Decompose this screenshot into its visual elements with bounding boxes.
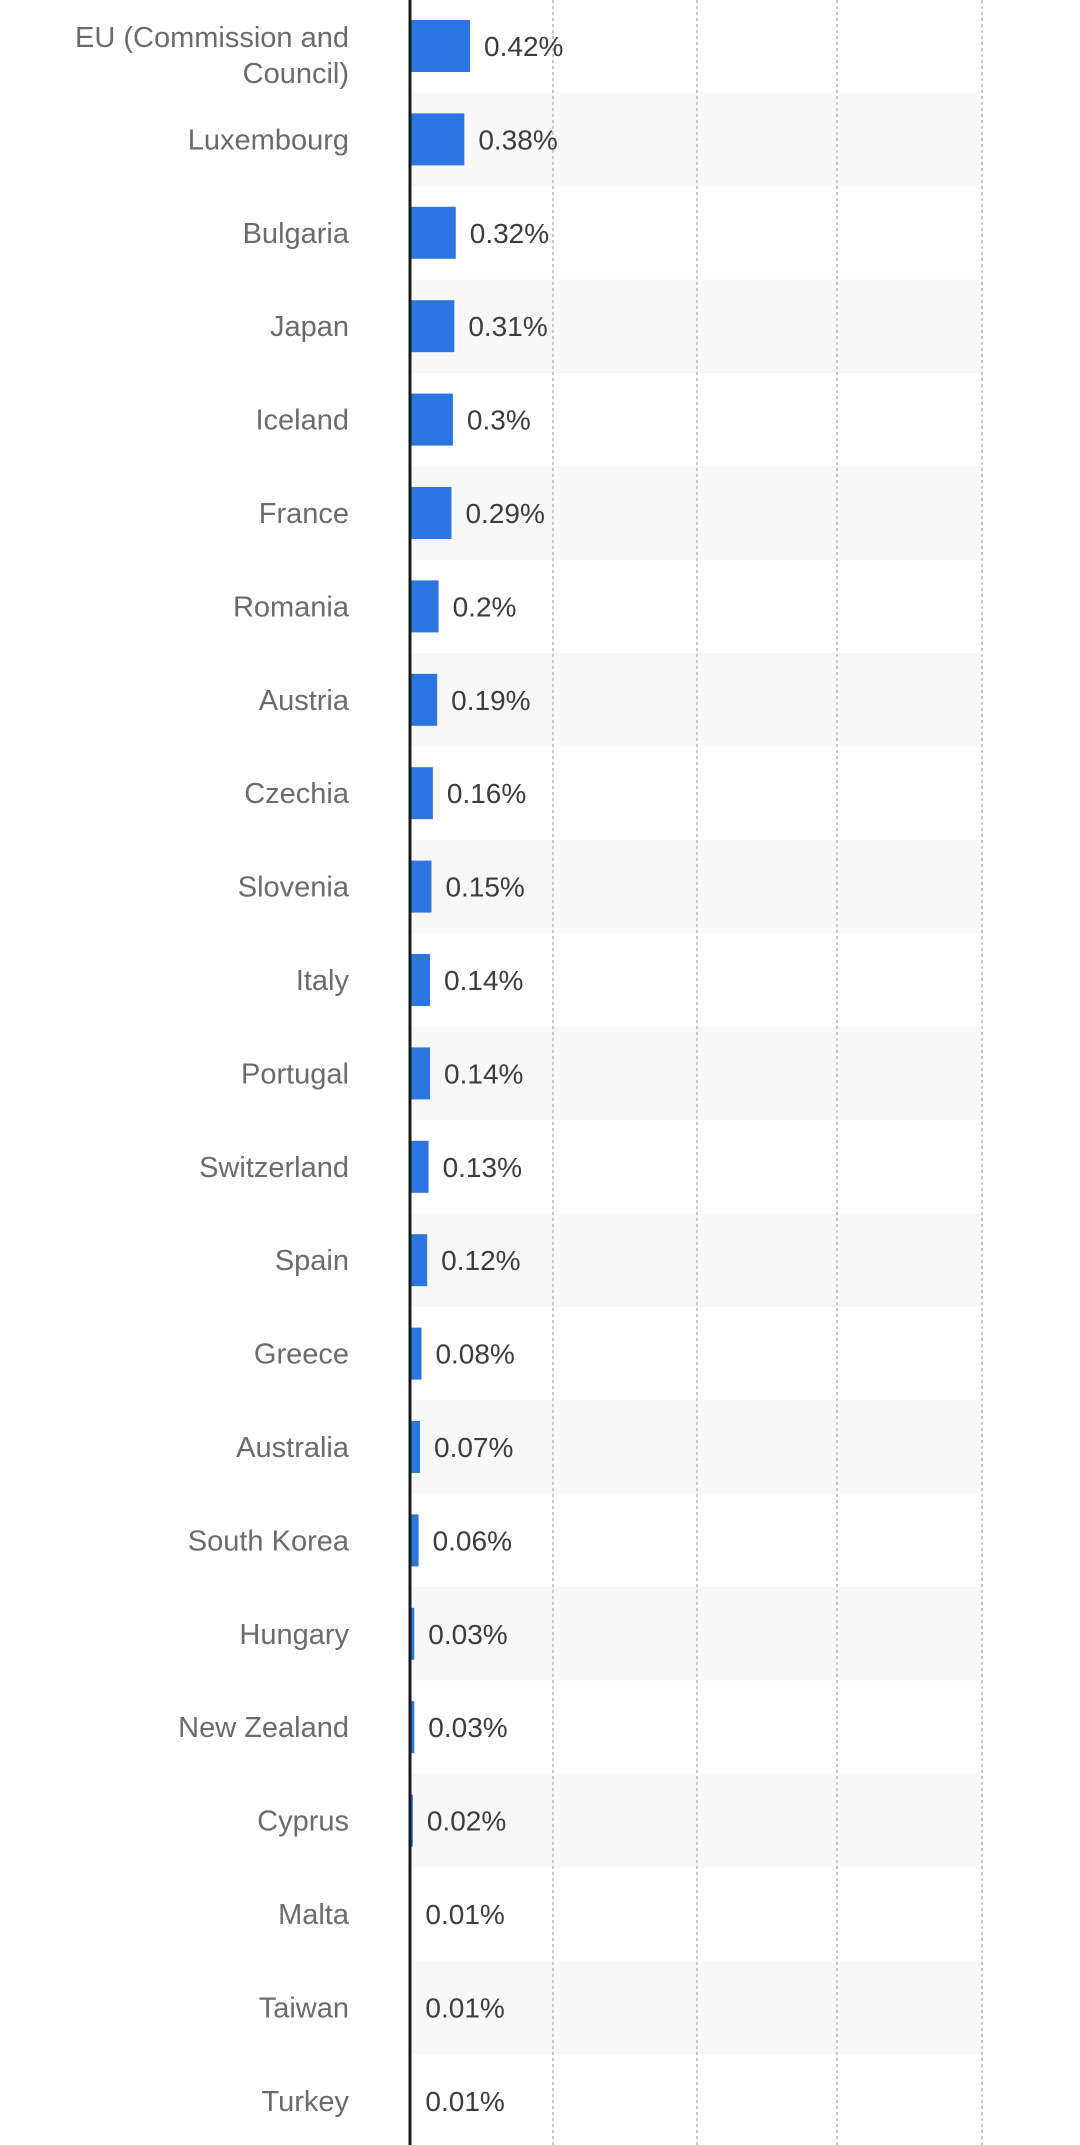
value-label: 0.03% bbox=[428, 1619, 507, 1650]
category-label: Austria bbox=[259, 685, 350, 717]
category-label: Taiwan bbox=[259, 1992, 349, 2024]
bar bbox=[410, 954, 431, 1006]
value-label: 0.02% bbox=[427, 1806, 506, 1837]
value-label: 0.38% bbox=[478, 124, 557, 155]
category-label: Cyprus bbox=[257, 1806, 349, 1838]
value-label: 0.31% bbox=[468, 311, 547, 342]
value-label: 0.14% bbox=[444, 1058, 523, 1089]
category-label-line: Council) bbox=[243, 58, 349, 90]
bar bbox=[410, 1607, 415, 1660]
bar bbox=[410, 113, 465, 166]
value-label: 0.01% bbox=[425, 1899, 504, 1930]
category-label: Switzerland bbox=[199, 1152, 349, 1184]
bar bbox=[410, 767, 433, 820]
category-label: France bbox=[259, 498, 349, 530]
value-label: 0.01% bbox=[425, 2086, 504, 2117]
bars bbox=[410, 20, 471, 2127]
bar bbox=[410, 1701, 415, 1754]
bar bbox=[410, 206, 456, 259]
value-label: 0.14% bbox=[444, 965, 523, 996]
value-label: 0.3% bbox=[467, 405, 531, 436]
value-label: 0.29% bbox=[465, 498, 544, 529]
value-label: 0.12% bbox=[441, 1245, 520, 1276]
bar bbox=[410, 1234, 428, 1287]
category-label: South Korea bbox=[188, 1525, 350, 1557]
category-label: Australia bbox=[236, 1432, 350, 1464]
bar bbox=[410, 860, 432, 913]
category-label: Malta bbox=[278, 1899, 350, 1931]
bar bbox=[410, 393, 453, 446]
value-labels: 0.42% 0.38% 0.32% 0.31% 0.3% 0.29% 0.2% 0.19% 0.… bbox=[425, 31, 563, 2117]
value-label: 0.2% bbox=[453, 591, 517, 622]
category-label: Romania bbox=[233, 591, 350, 623]
value-label: 0.08% bbox=[435, 1339, 514, 1370]
category-label: Japan bbox=[270, 311, 349, 343]
row-band bbox=[410, 839, 982, 934]
category-label: Hungary bbox=[239, 1619, 349, 1651]
value-label: 0.32% bbox=[470, 218, 549, 249]
bar bbox=[410, 20, 471, 72]
category-label: Bulgaria bbox=[243, 218, 350, 250]
category-label: EU (Commission and Council) bbox=[75, 22, 349, 90]
category-label: Czechia bbox=[244, 778, 350, 810]
category-label: New Zealand bbox=[178, 1712, 349, 1744]
category-label: Spain bbox=[275, 1245, 349, 1277]
value-label: 0.07% bbox=[434, 1432, 513, 1463]
category-label-line: EU (Commission and bbox=[75, 22, 349, 54]
category-label: Greece bbox=[254, 1339, 349, 1371]
bar bbox=[410, 1514, 419, 1567]
value-label: 0.15% bbox=[445, 872, 524, 903]
value-label: 0.03% bbox=[428, 1712, 507, 1743]
category-label: Italy bbox=[296, 965, 350, 997]
category-labels: EU (Commission and Council) Luxembourg Bulg… bbox=[75, 22, 350, 2118]
bar bbox=[410, 1047, 431, 1100]
bar bbox=[410, 673, 438, 726]
bar bbox=[410, 1421, 421, 1473]
value-label: 0.42% bbox=[484, 31, 563, 62]
category-label: Slovenia bbox=[238, 872, 350, 904]
value-label: 0.06% bbox=[433, 1525, 512, 1556]
value-label: 0.01% bbox=[425, 1992, 504, 2023]
bar bbox=[410, 487, 452, 539]
bar bbox=[410, 1327, 422, 1380]
category-label: Luxembourg bbox=[188, 124, 349, 156]
category-label: Portugal bbox=[241, 1058, 349, 1090]
value-label: 0.16% bbox=[447, 778, 526, 809]
bar bbox=[410, 1140, 429, 1193]
category-label: Iceland bbox=[255, 405, 349, 437]
value-label: 0.19% bbox=[451, 685, 530, 716]
category-label: Turkey bbox=[261, 2086, 349, 2118]
value-label: 0.13% bbox=[443, 1152, 522, 1183]
bar bbox=[410, 580, 439, 633]
bar bbox=[410, 300, 455, 353]
